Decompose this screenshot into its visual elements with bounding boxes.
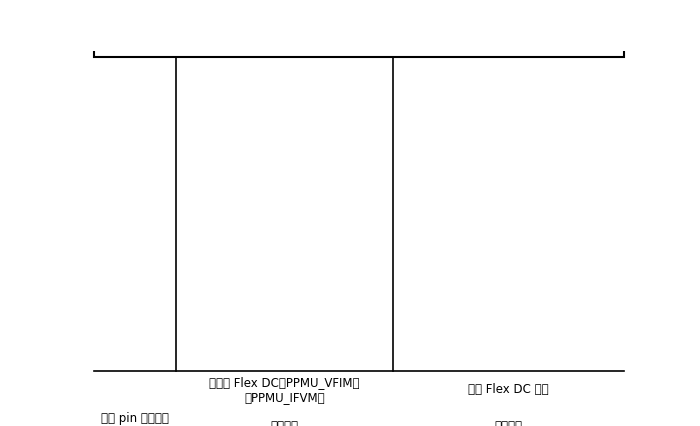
Text: 不能实现: 不能实现 (270, 420, 298, 426)
Text: 使用 Flex DC 方法: 使用 Flex DC 方法 (468, 383, 549, 397)
Text: 可以实现: 可以实现 (494, 420, 522, 426)
Text: 每个 pin 设置不同
的测试条件: 每个 pin 设置不同 的测试条件 (101, 412, 169, 426)
Text: 不使用 Flex DC（PPMU_VFIM）
（PPMU_IFVM）: 不使用 Flex DC（PPMU_VFIM） （PPMU_IFVM） (209, 376, 360, 404)
